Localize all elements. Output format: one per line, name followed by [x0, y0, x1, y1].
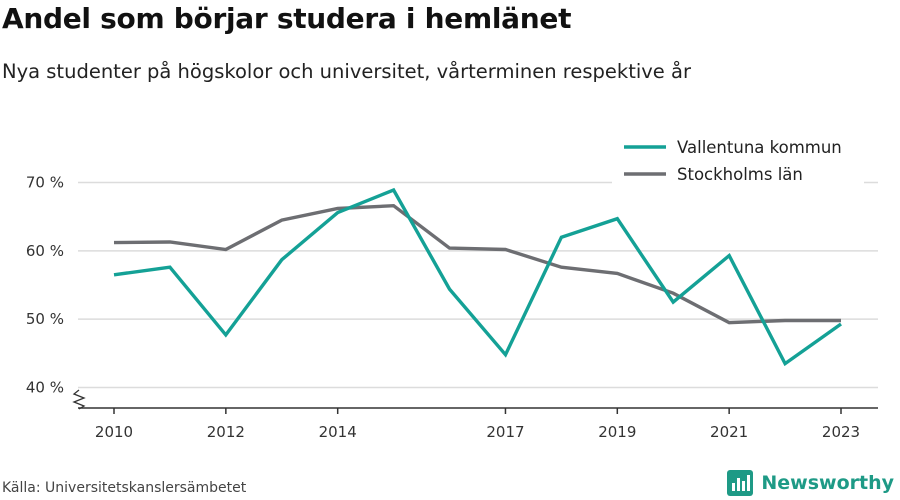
x-axis [78, 407, 878, 414]
x-tick-label: 2014 [319, 423, 357, 441]
legend-background [612, 130, 864, 186]
legend: Vallentuna kommun Stockholms län [612, 130, 864, 186]
y-tick-label: 70 % [26, 174, 64, 192]
x-tick-label: 2019 [598, 423, 636, 441]
line-chart: 40 % 50 % 60 % 70 % 2010 2012 2014 2017 2019 202… [25, 130, 878, 441]
x-tick-label: 2017 [486, 423, 524, 441]
series-lines [113, 187, 842, 367]
x-tick-label: 2023 [822, 423, 860, 441]
axis-break-icon [72, 389, 86, 410]
chart-title: Andel som börjar studera i hemlänet [2, 2, 572, 35]
chart-subtitle: Nya studenter på högskolor och universit… [2, 60, 691, 83]
y-tick-label: 50 % [26, 310, 64, 328]
x-axis-tick-labels: 2010 2012 2014 2017 2019 2021 2023 [95, 423, 860, 441]
series-line [113, 187, 842, 367]
source-note: Källa: Universitetskanslersämbetet [2, 480, 247, 496]
x-tick-label: 2021 [710, 423, 748, 441]
newsworthy-logo-icon [727, 470, 754, 496]
series-line [113, 203, 841, 325]
y-tick-label: 60 % [26, 242, 64, 260]
brand-name: Newsworthy [761, 472, 894, 494]
grid-lines [78, 181, 878, 389]
x-tick-label: 2012 [207, 423, 245, 441]
brand-logo: Newsworthy [727, 468, 894, 498]
x-tick-label: 2010 [95, 423, 133, 441]
y-tick-label: 40 % [26, 379, 64, 397]
y-axis-tick-labels: 40 % 50 % 60 % 70 % [26, 174, 86, 410]
legend-label: Vallentuna kommun [677, 138, 842, 157]
legend-label: Stockholms län [677, 165, 803, 184]
